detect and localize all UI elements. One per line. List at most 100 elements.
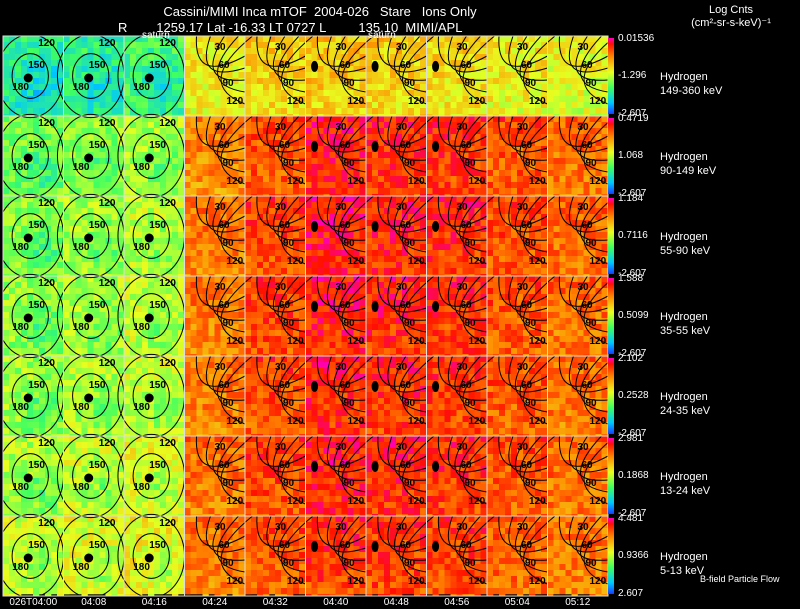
contour-label: 60 [581, 60, 593, 71]
contour-r4-c3 [195, 355, 253, 425]
contour-label: 90 [525, 158, 537, 169]
row-species: Hydrogen [660, 151, 708, 163]
contour-label: 120 [98, 358, 116, 369]
contour-label: 120 [287, 576, 304, 587]
contour-label: 60 [460, 380, 472, 391]
row-label: Hydrogen 149-360 keV [660, 70, 722, 98]
colorbar-min: -2.607 [618, 348, 647, 359]
x-tick-label: 04:08 [81, 597, 107, 608]
contour-r2-c3 [195, 195, 253, 265]
contour-label: 30 [275, 42, 287, 53]
contour-label: 120 [98, 438, 116, 449]
panel-r6-c1 [63, 516, 130, 596]
contour-label: 90 [464, 318, 476, 329]
colorbar-max: 1.184 [618, 193, 644, 204]
contour-label: 180 [12, 482, 29, 493]
row-energy: 90-149 keV [660, 165, 717, 177]
contour-label: 30 [456, 442, 468, 453]
contour-label: 60 [218, 300, 230, 311]
contour-label: 120 [226, 576, 244, 587]
contour-label: 30 [335, 362, 347, 373]
contour-r2-c7 [432, 195, 495, 265]
contour-label: 30 [214, 362, 226, 373]
panel-r3-c8 [487, 276, 554, 361]
contour-label: 120 [589, 96, 607, 107]
contour-label: 120 [347, 96, 365, 107]
contour-r2-c4 [256, 195, 314, 265]
contour-label: 90 [343, 158, 355, 169]
x-tick-label: 04:48 [383, 597, 409, 608]
contour-label: 180 [12, 562, 29, 573]
contour-r4-c4 [256, 355, 314, 425]
contour-label: 120 [589, 416, 607, 427]
contour-label: 30 [214, 282, 226, 293]
contour-label: 90 [585, 158, 597, 169]
contour-label: 60 [581, 460, 593, 471]
panel-r2-c2 [124, 196, 191, 281]
contour-label: 120 [287, 256, 304, 267]
contour-label: 120 [347, 256, 365, 267]
contour-label: 90 [283, 78, 295, 89]
panel-r6-c2 [124, 516, 191, 596]
contour-label: 150 [88, 540, 106, 551]
contour-label: 120 [589, 496, 607, 507]
contour-label: 120 [408, 336, 425, 347]
contour-label: 90 [222, 238, 234, 249]
panel-r4-c1 [63, 356, 130, 441]
contour-label: 60 [581, 220, 593, 231]
panel-r0-c0 [3, 36, 70, 121]
contour-r4-c7 [432, 355, 495, 425]
contour-label: 60 [279, 380, 291, 391]
contour-label: 30 [335, 42, 347, 53]
contour-label: 60 [279, 300, 291, 311]
contour-label: 30 [517, 282, 529, 293]
contour-label: 180 [133, 82, 150, 93]
panel-r2-c0 [3, 196, 70, 281]
colorbar-mid: 0.7116 [618, 230, 648, 241]
contour-label: 60 [521, 220, 533, 231]
contour-label: 90 [283, 318, 295, 329]
contour-label: 120 [159, 38, 176, 49]
contour-label: 120 [589, 576, 607, 587]
contour-label: 60 [460, 460, 472, 471]
contour-label: 30 [214, 202, 226, 213]
contour-label: 120 [468, 176, 486, 187]
row-species: Hydrogen [660, 551, 708, 563]
contour-label: 30 [396, 202, 408, 213]
contour-label: 120 [38, 278, 55, 289]
contour-label: 120 [408, 416, 425, 427]
row-species: Hydrogen [660, 311, 708, 323]
panel-r1-c2 [124, 116, 191, 201]
contour-label: 60 [218, 540, 230, 551]
contour-r6-c3 [195, 515, 253, 585]
contour-label: 120 [468, 576, 486, 587]
contour-label: 120 [98, 518, 116, 529]
contour-label: 150 [149, 380, 166, 391]
contour-r5-c7 [432, 435, 495, 505]
contour-label: 120 [159, 518, 176, 529]
contour-r1-c1 [56, 113, 125, 199]
contour-label: 60 [339, 60, 351, 71]
contour-label: 30 [214, 522, 226, 533]
colorbar-max: 2.102 [618, 353, 644, 364]
contour-r3-c5 [311, 275, 374, 345]
contour-r6-c6 [371, 515, 435, 585]
colorbar [608, 438, 614, 514]
contour-r3-c8 [498, 275, 556, 345]
row-label: Hydrogen 24-35 keV [660, 390, 710, 418]
contour-label: 120 [226, 336, 244, 347]
contour-label: 60 [581, 300, 593, 311]
row-label: Hydrogen 90-149 keV [660, 150, 716, 178]
contour-label: 120 [159, 358, 176, 369]
contour-label: 60 [218, 60, 230, 71]
contour-label: 60 [339, 300, 351, 311]
contour-label: 120 [589, 256, 607, 267]
contour-label: 90 [343, 318, 355, 329]
contour-label: 30 [577, 42, 589, 53]
contour-label: 90 [525, 78, 537, 89]
panel-r3-c3 [184, 276, 251, 361]
contour-label: 150 [88, 60, 106, 71]
contour-label: 120 [159, 118, 176, 129]
contour-label: 90 [222, 158, 234, 169]
contour-label: 120 [287, 96, 304, 107]
